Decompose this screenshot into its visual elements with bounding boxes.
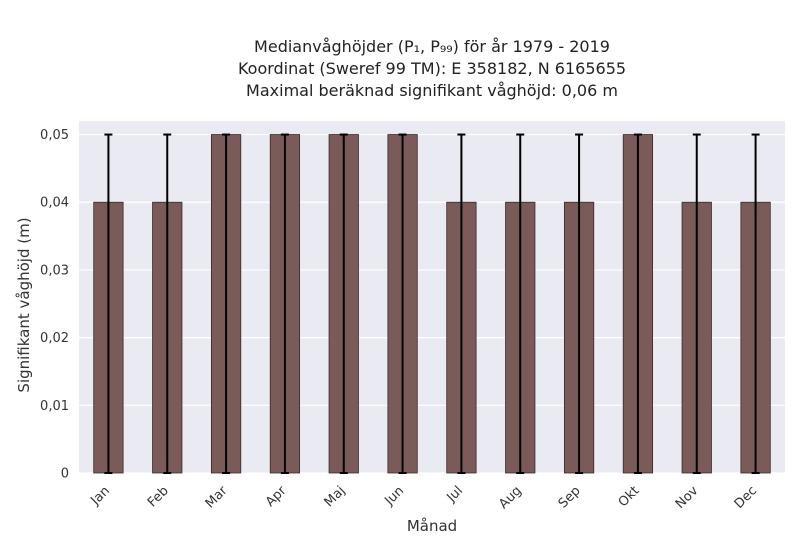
error-bar-sep: [575, 133, 584, 474]
error-bar-feb: [163, 133, 172, 474]
x-tick-label-feb: Feb: [145, 483, 172, 510]
error-bar-maj: [339, 133, 348, 474]
error-bar-jul: [457, 133, 466, 474]
x-tick-label-jan: Jan: [88, 483, 113, 508]
y-tick-label: 0,03: [40, 263, 69, 278]
chart-title: Medianvåghöjder (P₁, P₉₉) för år 1979 - …: [238, 37, 626, 100]
x-tick-label-dec: Dec: [732, 483, 760, 511]
x-tick-label-nov: Nov: [673, 483, 702, 512]
x-tick-labels: Jan Feb Mar Apr Maj Jun Jul Aug Sep Okt Nov Dec: [88, 483, 761, 512]
x-tick-label-jun: Jun: [381, 483, 407, 509]
x-tick-label-aug: Aug: [496, 483, 525, 512]
x-tick-label-apr: Apr: [263, 483, 290, 510]
error-bar-apr: [280, 133, 289, 474]
title-line-2: Koordinat (Sweref 99 TM): E 358182, N 61…: [238, 59, 626, 78]
y-tick-label: 0: [61, 467, 69, 482]
x-tick-label-maj: Maj: [322, 483, 349, 510]
x-tick-label-mar: Mar: [203, 483, 231, 511]
plot-area: [79, 121, 785, 473]
x-tick-label-sep: Sep: [556, 483, 584, 511]
error-bars: [104, 133, 760, 474]
error-bar-dec: [751, 133, 760, 474]
error-bar-aug: [516, 133, 525, 474]
y-tick-label: 0,05: [40, 128, 69, 143]
y-tick-labels: 0 0,01 0,02 0,03 0,04 0,05: [40, 128, 69, 481]
y-axis-label: Signifikant våghöjd (m): [15, 217, 33, 392]
error-bar-jun: [398, 133, 407, 474]
x-tick-label-okt: Okt: [616, 483, 643, 510]
y-tick-label: 0,02: [40, 331, 69, 346]
x-tick-label-jul: Jul: [444, 483, 466, 505]
error-bar-mar: [222, 133, 231, 474]
x-axis-label: Månad: [407, 517, 457, 535]
y-tick-label: 0,01: [40, 399, 69, 414]
error-bar-okt: [633, 133, 642, 474]
y-tick-label: 0,04: [40, 196, 69, 211]
grid-lines: [79, 133, 785, 474]
title-line-3: Maximal beräknad signifikant våghöjd: 0,…: [246, 81, 618, 100]
error-bar-nov: [692, 133, 701, 474]
title-line-1: Medianvåghöjder (P₁, P₉₉) för år 1979 - …: [254, 37, 610, 56]
error-bar-jan: [104, 133, 113, 474]
